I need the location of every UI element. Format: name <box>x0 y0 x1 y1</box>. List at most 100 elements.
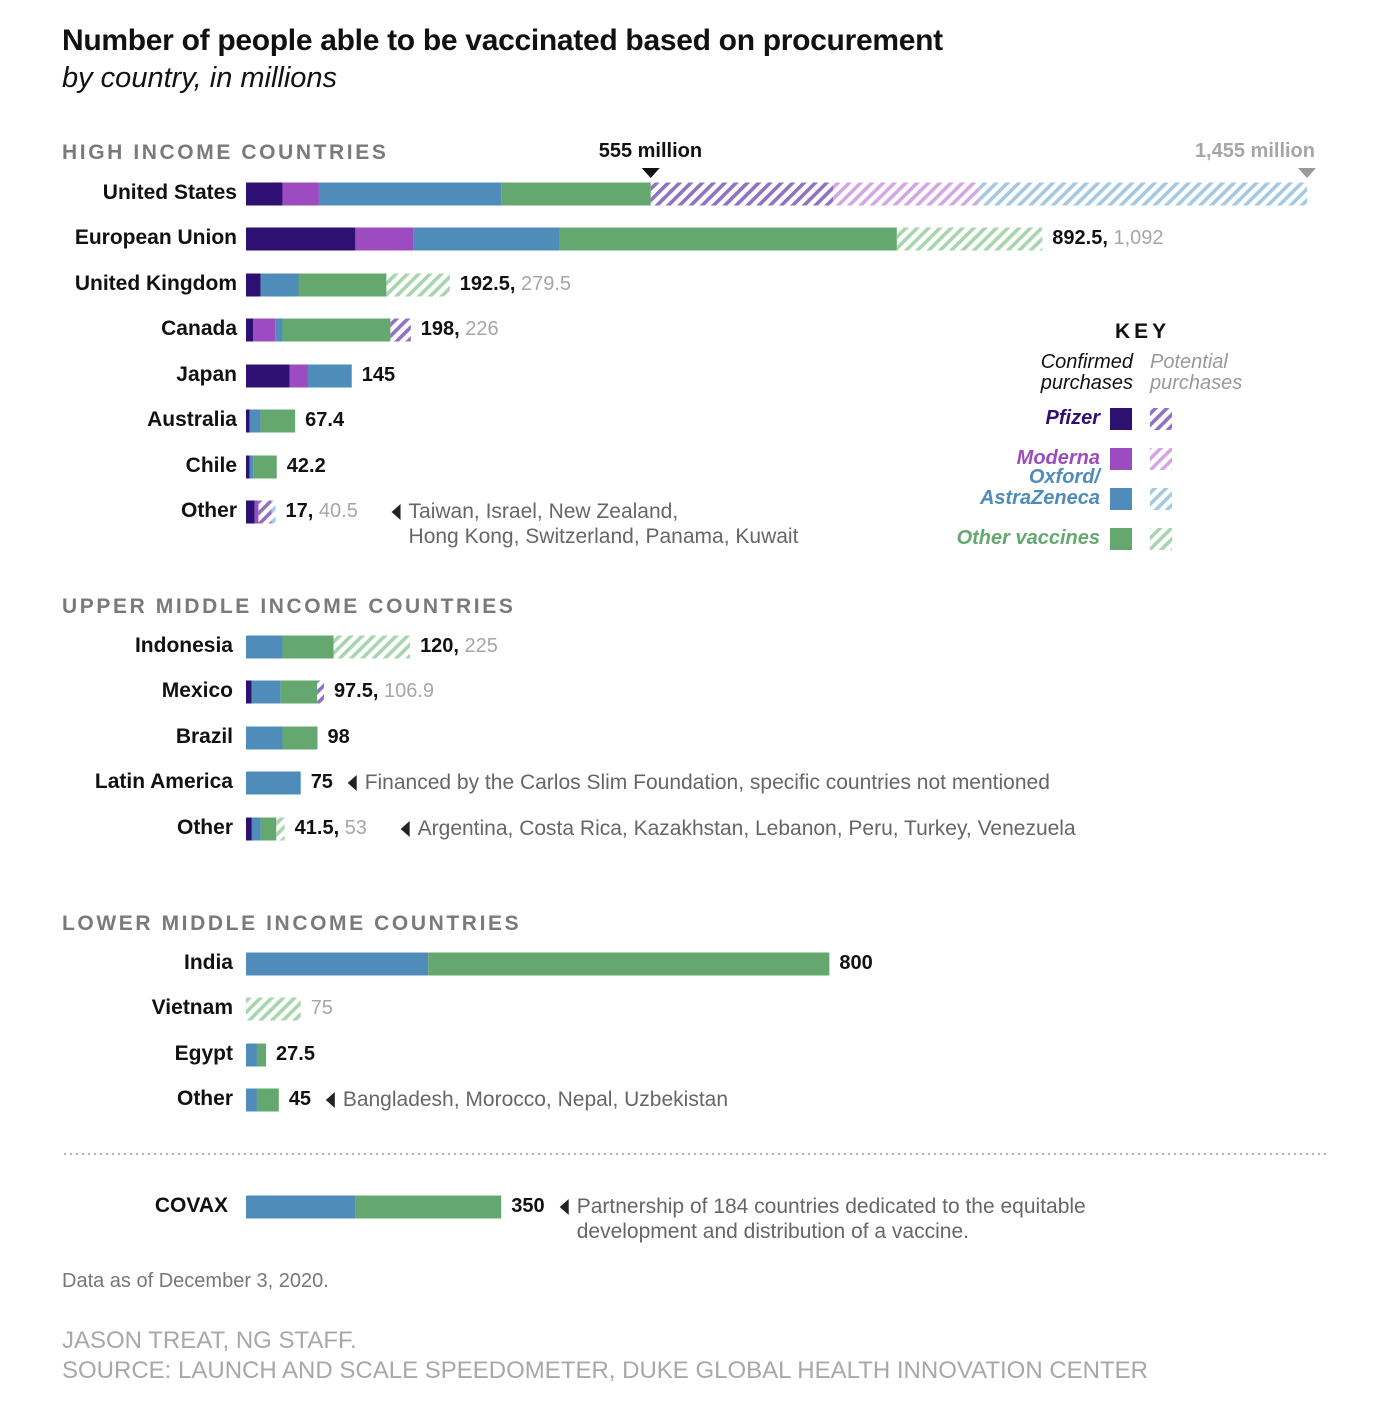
key-swatch-potential-oxford-astrazeneca <box>1150 488 1172 510</box>
bar-chile-0-confirmed-other-vaccines <box>253 455 277 479</box>
key-potential-header: Potential purchases <box>1150 352 1242 394</box>
bar-canada-0-confirmed-moderna <box>253 318 276 342</box>
bar-european-union-0-potential-other-vaccines <box>896 227 1043 251</box>
bar-japan-0-confirmed-moderna <box>289 364 308 388</box>
value-label-australia-0: 67.4 <box>305 409 344 432</box>
bar-indonesia-1-confirmed-oxford-astrazeneca <box>246 635 283 659</box>
bar-canada-0-confirmed-oxford-astrazeneca <box>275 318 283 342</box>
bar-mexico-1-potential-pfizer <box>317 680 324 704</box>
value-label-india-2: 800 <box>839 952 872 975</box>
row-label-covax-3: COVAX <box>154 1194 228 1217</box>
confirmed-value: 145 <box>361 364 396 386</box>
value-label-other-2: 45 <box>289 1088 311 1111</box>
key-title: KEY <box>1115 320 1171 343</box>
marker-555-triangle <box>641 168 660 178</box>
bar-other-0-potential-pfizer <box>258 500 272 524</box>
bar-japan-0-confirmed-oxford-astrazeneca <box>307 364 352 388</box>
key-label-line: AstraZeneca <box>979 487 1100 509</box>
bar-united-kingdom-0-potential-other-vaccines <box>386 273 450 297</box>
bar-other-2-confirmed-other-vaccines <box>256 1088 279 1112</box>
note-other-2: Bangladesh, Morocco, Nepal, Uzbekistan <box>343 1087 728 1112</box>
confirmed-value: 120, <box>420 635 465 657</box>
note-line: development and distribution of a vaccin… <box>576 1220 969 1243</box>
key-label-line: Pfizer <box>1045 407 1100 429</box>
row-label-other-1: Other <box>176 816 233 839</box>
bar-vietnam-2-potential-other-vaccines <box>246 997 301 1021</box>
row-label-other-0: Other <box>180 499 237 522</box>
value-label-chile-0: 42.2 <box>287 455 326 478</box>
value-label-other-1: 41.5, 53 <box>295 817 367 840</box>
key-swatch-potential-moderna <box>1150 448 1172 470</box>
note-latin-america-1: Financed by the Carlos Slim Foundation, … <box>365 770 1050 795</box>
bar-egypt-2-confirmed-other-vaccines <box>256 1043 267 1067</box>
bar-united-states-0-confirmed-oxford-astrazeneca <box>318 182 502 206</box>
potential-value: 1,092 <box>1113 227 1164 249</box>
marker-1455-label: 1,455 million <box>1194 140 1315 162</box>
confirmed-value: 67.4 <box>305 409 345 431</box>
key-label-pfizer: Pfizer <box>1046 408 1100 429</box>
chart-subtitle: by country, in millions <box>62 62 338 94</box>
key-confirmed-line: Confirmed <box>1040 351 1133 373</box>
bar-egypt-2-confirmed-oxford-astrazeneca <box>246 1043 257 1067</box>
confirmed-value: 75 <box>310 771 333 793</box>
row-label-japan-0: Japan <box>176 363 237 386</box>
bar-other-1-confirmed-oxford-astrazeneca <box>251 817 261 841</box>
section-header-high-income-countries: HIGH INCOME COUNTRIES <box>62 141 389 164</box>
row-label-brazil-1: Brazil <box>175 725 233 748</box>
confirmed-value: 41.5, <box>294 817 345 839</box>
potential-value: 40.5 <box>318 500 358 522</box>
row-label-indonesia-1: Indonesia <box>134 634 233 657</box>
marker-1455-triangle <box>1297 168 1316 178</box>
bar-india-2-confirmed-other-vaccines <box>428 952 830 976</box>
confirmed-value: 17, <box>285 500 319 522</box>
confirmed-value: 42.2 <box>286 455 326 477</box>
chart-title: Number of people able to be vaccinated b… <box>62 24 943 57</box>
value-label-european-union-0: 892.5, 1,092 <box>1052 227 1163 250</box>
row-label-mexico-1: Mexico <box>161 679 233 702</box>
note-line: Financed by the Carlos Slim Foundation, … <box>364 771 1050 794</box>
bar-united-states-0-potential-oxford-astrazeneca <box>978 182 1307 206</box>
key-swatch-confirmed-oxford-astrazeneca <box>1110 488 1132 510</box>
row-label-chile-0: Chile <box>185 454 237 477</box>
row-label-india-2: India <box>183 951 233 974</box>
row-label-united-kingdom-0: United Kingdom <box>74 272 237 295</box>
key-swatch-confirmed-other-vaccines <box>1110 528 1132 550</box>
value-label-brazil-1: 98 <box>327 726 349 749</box>
credit-line: JASON TREAT, NG STAFF. <box>62 1327 357 1354</box>
confirmed-value: 27.5 <box>276 1043 315 1065</box>
note-line: Hong Kong, Switzerland, Panama, Kuwait <box>408 525 799 548</box>
note-line: Taiwan, Israel, New Zealand, <box>408 500 679 523</box>
bar-covax-3-confirmed-other-vaccines <box>355 1195 502 1219</box>
row-label-latin-america-1: Latin America <box>94 770 233 793</box>
bar-european-union-0-confirmed-moderna <box>355 227 414 251</box>
potential-value: 279.5 <box>520 273 572 295</box>
key-confirmed-header: Confirmed purchases <box>1041 352 1133 394</box>
bar-brazil-1-confirmed-other-vaccines <box>282 726 318 750</box>
key-label-oxford-astrazeneca: Oxford/AstraZeneca <box>980 467 1100 509</box>
key-swatch-confirmed-pfizer <box>1110 408 1132 430</box>
row-label-united-states-0: United States <box>102 181 237 204</box>
bar-european-union-0-confirmed-other-vaccines <box>559 227 897 251</box>
key-label-other-vaccines: Other vaccines <box>957 528 1100 549</box>
confirmed-value: 97.5, <box>333 680 384 702</box>
bar-european-union-0-confirmed-oxford-astrazeneca <box>413 227 560 251</box>
bar-united-states-0-confirmed-moderna <box>282 182 319 206</box>
key-label-moderna: Moderna <box>1017 448 1100 469</box>
key-swatch-confirmed-moderna <box>1110 448 1132 470</box>
bar-united-states-0-confirmed-pfizer <box>246 182 283 206</box>
bar-mexico-1-confirmed-other-vaccines <box>280 680 318 704</box>
bar-mexico-1-confirmed-pfizer <box>246 680 252 704</box>
row-label-other-2: Other <box>176 1087 233 1110</box>
bar-indonesia-1-confirmed-other-vaccines <box>282 635 334 659</box>
value-label-indonesia-1: 120, 225 <box>420 635 498 658</box>
note-arrow-covax-3 <box>559 1199 569 1215</box>
bar-chile-0-confirmed-oxford-astrazeneca <box>249 455 254 479</box>
key-swatch-potential-pfizer <box>1150 408 1172 430</box>
bar-mexico-1-confirmed-oxford-astrazeneca <box>251 680 281 704</box>
value-label-united-kingdom-0: 192.5, 279.5 <box>460 273 571 296</box>
section-header-lower-middle-income-countries: LOWER MIDDLE INCOME COUNTRIES <box>62 912 522 935</box>
row-label-vietnam-2: Vietnam <box>151 996 233 1019</box>
bar-canada-0-confirmed-pfizer <box>246 318 254 342</box>
value-label-latin-america-1: 75 <box>311 771 333 794</box>
